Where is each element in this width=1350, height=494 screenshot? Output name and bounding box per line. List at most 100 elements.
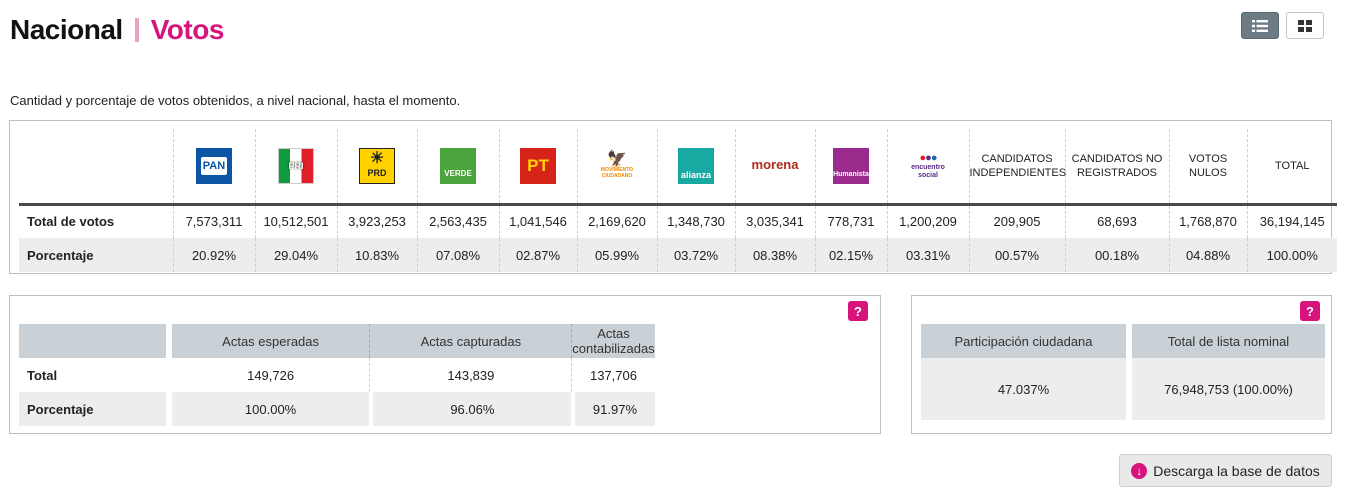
row-label: Porcentaje	[19, 392, 167, 426]
title-separator	[134, 18, 139, 42]
actas-help-button[interactable]: ?	[848, 301, 868, 321]
row-label: Porcentaje	[19, 238, 173, 272]
list-view-button[interactable]	[1241, 12, 1279, 39]
party-header-es: ●●● encuentro social	[886, 129, 969, 204]
party-header-verde: VERDE	[416, 129, 499, 204]
actas-panel: ? Actas esperadas Actas capturadas Actas…	[9, 295, 881, 434]
table-cell: 137,706	[571, 358, 654, 392]
table-cell: 2,169,620	[576, 204, 657, 238]
es-logo-text: encuentro social	[911, 163, 945, 179]
header-actas-contabilizadas: Actas contabilizadas	[571, 324, 655, 358]
table-cell: 91.97%	[571, 392, 655, 426]
table-cell: 100.00%	[171, 392, 370, 426]
row-label: Total	[27, 367, 58, 383]
mc-logo-text: MOVIMIENTO CIUDADANO	[600, 166, 634, 179]
party-header-pt: PT	[498, 129, 577, 204]
table-cell: 1,200,209	[886, 204, 969, 238]
table-cell: 96.06%	[369, 392, 572, 426]
table-cell: 02.87%	[498, 238, 577, 272]
header-participacion: Participación ciudadana	[921, 324, 1126, 358]
header-total: TOTAL	[1246, 129, 1337, 204]
grid-view-button[interactable]	[1286, 12, 1324, 39]
votes-header-blank	[19, 129, 173, 204]
participacion-help-button[interactable]: ?	[1300, 301, 1320, 321]
table-row: 47.037% 76,948,753 (100.00%)	[921, 358, 1325, 420]
table-cell: 7,573,311	[172, 204, 255, 238]
header-actas-capturadas: Actas capturadas	[369, 324, 572, 358]
download-label: Descarga la base de datos	[1153, 462, 1320, 479]
pan-logo-icon: PAN	[196, 147, 232, 184]
table-cell: 29.04%	[254, 238, 337, 272]
download-database-button[interactable]: ↓ Descarga la base de datos	[1119, 454, 1332, 487]
table-cell: 07.08%	[416, 238, 499, 272]
table-cell: 36,194,145	[1246, 204, 1337, 238]
table-cell: 00.57%	[968, 238, 1065, 272]
header-actas-esperadas: Actas esperadas	[171, 324, 370, 358]
lista-nominal-value: 76,948,753 (100.00%)	[1132, 358, 1325, 420]
prd-logo-text: PRD	[367, 167, 387, 178]
table-cell: 100.00%	[1246, 238, 1337, 272]
humanista-logo-icon: Humanista	[833, 147, 869, 184]
table-row: Total de votos 7,573,311 10,512,501 3,92…	[19, 204, 1337, 238]
grid-view-icon	[1298, 19, 1312, 32]
party-header-morena: morena	[734, 129, 815, 204]
table-row: Total 149,726 143,839 137,706	[19, 358, 880, 392]
table-cell: 10.83%	[336, 238, 417, 272]
download-arrow-icon: ↓	[1131, 462, 1148, 479]
pri-logo-icon: PRI	[278, 147, 314, 184]
table-cell: 2,563,435	[416, 204, 499, 238]
actas-table: Actas esperadas Actas capturadas Actas c…	[19, 324, 880, 426]
participacion-value: 47.037%	[921, 358, 1126, 420]
pan-logo-text: PAN	[200, 156, 228, 175]
header-independientes: CANDIDATOS INDEPENDIENTES	[968, 129, 1066, 204]
movimiento-ciudadano-logo-icon: 🦅 MOVIMIENTO CIUDADANO	[595, 148, 639, 184]
participacion-table: Participación ciudadana Total de lista n…	[921, 324, 1325, 420]
verde-logo-text: VERDE	[444, 168, 472, 178]
table-cell: 04.88%	[1168, 238, 1247, 272]
table-cell: 778,731	[814, 204, 887, 238]
votes-panel: PAN PRI ☀ PRD VERDE	[9, 120, 1337, 274]
table-cell: 00.18%	[1064, 238, 1169, 272]
title-scope: Nacional	[10, 14, 123, 45]
table-cell: 03.72%	[656, 238, 735, 272]
row-label: Total de votos	[27, 214, 115, 230]
pt-logo-icon: PT	[520, 147, 556, 184]
verde-logo-icon: VERDE	[440, 147, 476, 184]
page-title: Nacional Votos	[10, 14, 224, 46]
table-cell: 10,512,501	[254, 204, 337, 238]
party-header-prd: ☀ PRD	[336, 129, 417, 204]
table-cell: 1,348,730	[656, 204, 735, 238]
na-logo-text: alianza	[680, 169, 711, 180]
table-cell: 143,839	[369, 358, 571, 392]
party-header-na: alianza	[656, 129, 735, 204]
prd-logo-icon: ☀ PRD	[359, 147, 395, 184]
table-cell: 1,041,546	[498, 204, 577, 238]
table-cell: 3,923,253	[336, 204, 417, 238]
party-header-ph: Humanista	[814, 129, 887, 204]
nueva-alianza-logo-icon: alianza	[678, 147, 714, 184]
title-section: Votos	[150, 14, 225, 45]
table-cell: 209,905	[968, 204, 1065, 238]
table-cell: 03.31%	[886, 238, 969, 272]
morena-logo-icon: morena	[751, 157, 799, 173]
table-cell: 02.15%	[814, 238, 887, 272]
table-cell: 08.38%	[734, 238, 815, 272]
participacion-panel: ? Participación ciudadana Total de lista…	[911, 295, 1332, 434]
table-cell: 68,693	[1064, 204, 1169, 238]
header-votos-nulos: VOTOS NULOS	[1168, 129, 1247, 204]
encuentro-social-logo-icon: ●●● encuentro social	[905, 148, 951, 184]
table-cell: 1,768,870	[1168, 204, 1247, 238]
table-cell: 149,726	[247, 367, 295, 383]
actas-header-blank	[19, 324, 167, 358]
party-header-pan: PAN	[172, 129, 255, 204]
header-lista-nominal: Total de lista nominal	[1132, 324, 1325, 358]
table-cell: 20.92%	[172, 238, 255, 272]
pt-logo-text: PT	[527, 155, 549, 175]
list-view-icon	[1252, 19, 1268, 32]
votes-table: PAN PRI ☀ PRD VERDE	[19, 129, 1337, 272]
table-row: Porcentaje 20.92% 29.04% 10.83% 07.08% 0…	[19, 238, 1337, 272]
table-cell: 3,035,341	[734, 204, 815, 238]
header-no-registrados: CANDIDATOS NO REGISTRADOS	[1064, 129, 1169, 204]
party-header-mc: 🦅 MOVIMIENTO CIUDADANO	[576, 129, 657, 204]
pri-logo-text: PRI	[288, 160, 304, 171]
